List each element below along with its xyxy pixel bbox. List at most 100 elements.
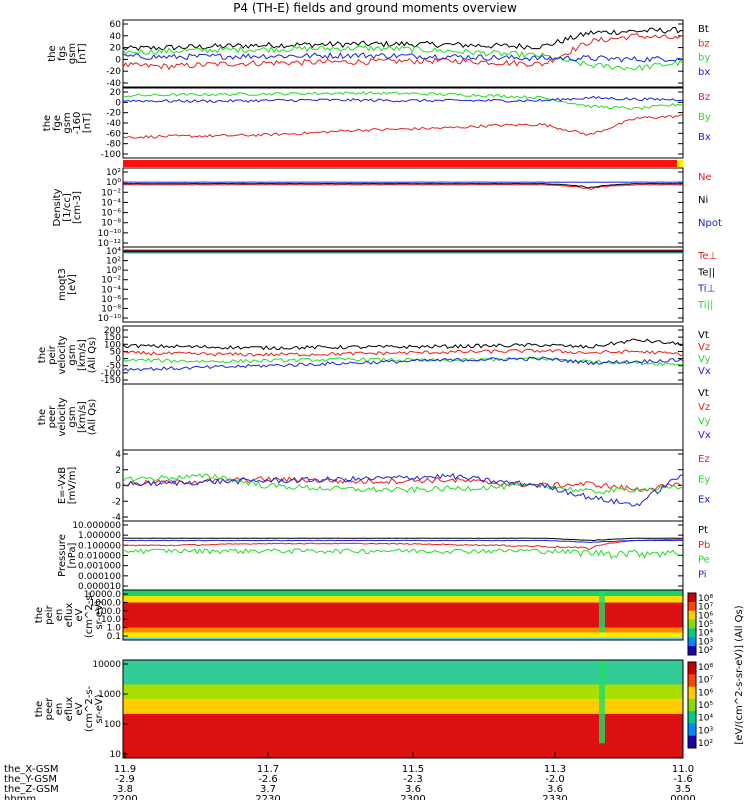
spectrogram-band [123, 632, 683, 638]
y-axis-label: moqt3 [57, 268, 68, 301]
y-tick-label: 10⁰ [106, 178, 121, 188]
legend-Vt: Vt [698, 388, 709, 399]
y-tick-label: 0 [115, 482, 121, 492]
y-axis-label: the [34, 607, 45, 623]
y-tick-label: 10⁻⁴ [101, 198, 121, 208]
y-tick-label: 20 [110, 44, 122, 54]
y-axis-label: velocity [57, 397, 68, 436]
colorbar-segment [688, 593, 696, 603]
y-axis-label: [eV] [67, 274, 78, 295]
panel-peer_en_eflux: 10000 1000 100 10 the peer en eflux eV (cm^2-s-sr… [34, 659, 684, 760]
series-Vz [122, 348, 684, 357]
y-axis-label: [mV/m] [67, 467, 78, 505]
y-tick-label: -20 [106, 109, 121, 119]
colorbar-segment [688, 711, 696, 724]
legend-Bx: Bx [698, 132, 711, 143]
colorbar-segment [688, 646, 696, 656]
y-tick-label: 10² [106, 257, 121, 267]
colorbar-tick-label: 10⁷ [698, 603, 713, 613]
y-tick-label: -80 [106, 140, 121, 150]
colorbar-segment [688, 610, 696, 621]
panel-pressure: 10.0000001.0000000.1000000.0100000.00100… [57, 520, 710, 592]
y-tick-label: 10⁻² [101, 276, 121, 286]
x-tick-label: -2.9 [115, 774, 135, 785]
panel-frame [122, 383, 684, 451]
colorbar-tick-label: 10⁴ [698, 629, 713, 639]
y-axis-label: [nT] [77, 43, 88, 63]
y-tick-label: 10.000000 [72, 521, 121, 531]
y-axis-label: -160 [72, 112, 83, 135]
y-axis-label: peer [44, 697, 55, 721]
colorbar-segment [688, 674, 696, 688]
series-Pb [122, 538, 684, 550]
y-axis-label: the [47, 45, 58, 61]
x-tick-label: -2.3 [403, 774, 423, 785]
series-By [122, 91, 684, 110]
y-tick-label: -20 [106, 67, 121, 77]
legend-Vy: Vy [698, 354, 711, 365]
y-tick-label: 150 [104, 333, 121, 343]
colorbar-segment [688, 698, 696, 712]
quality-bar [123, 160, 683, 167]
y-tick-label: 1.0 [107, 624, 122, 634]
y-tick-label: 0.000010 [78, 582, 121, 592]
y-tick-label: 10000.0 [84, 590, 121, 600]
x-axis-row-label: hhmm [4, 794, 36, 800]
y-axis-label: fgs [57, 46, 68, 61]
y-tick-label: 60 [110, 20, 122, 30]
spectrogram-band [123, 602, 683, 628]
y-axis-label: gsm [67, 43, 78, 64]
x-tick-label: 2330 [542, 794, 567, 800]
colorbar-tick-label: 10³ [698, 726, 713, 736]
y-tick-label: 1.000000 [78, 531, 121, 541]
y-tick-label: 0.001000 [78, 562, 121, 572]
y-tick-label: 10⁻² [101, 188, 121, 198]
colorbar-tick-label: 10² [698, 646, 713, 656]
panel-peer_velocity: the peer velocity gsm [km/s] (All Qs) Vt Vz Vy Vx [37, 383, 711, 451]
y-axis-label: (cm^2-s- [84, 591, 95, 638]
y-tick-label: -40 [106, 79, 121, 89]
y-tick-label: -2 [112, 497, 121, 507]
colorbar-segment [688, 723, 696, 737]
panel-peir_en_eflux: 10000.01000.0100.010.01.00.1 the peir en efl… [34, 589, 684, 642]
x-tick-label: 3.5 [675, 784, 691, 795]
x-tick-label: 2200 [112, 794, 137, 800]
panel-e_field: 4 2 0 -2 -4 E=-VxB [mV/m] Ez Ey Ex [57, 449, 710, 523]
y-tick-label: 1000.0 [90, 598, 122, 608]
series-Ni [122, 183, 684, 189]
series-Bx [122, 95, 684, 103]
x-tick-label: -2.0 [545, 774, 565, 785]
y-axis-label: [km/s] [77, 339, 88, 371]
legend-Bz: Bz [698, 92, 710, 103]
panel-frame [122, 87, 684, 159]
y-axis-label: eV [74, 702, 85, 715]
y-tick-label: 0 [115, 98, 121, 108]
legend-Vz: Vz [698, 402, 710, 413]
legend-Pe: Pe [698, 555, 710, 566]
y-axis-label: sr-eV) [94, 694, 105, 723]
y-tick-label: 2 [115, 466, 121, 476]
x-tick-label: 11.0 [672, 764, 694, 775]
legend-Ti⊥: Ti⊥ [697, 284, 715, 295]
y-tick-label: 10⁻⁸ [101, 219, 121, 229]
legend-Vx: Vx [698, 366, 711, 377]
colorbar-segment [688, 735, 696, 749]
y-tick-label: 100 [104, 340, 121, 350]
y-tick-label: 10⁻⁶ [101, 295, 121, 305]
legend-by: by [698, 53, 710, 64]
colorbar-label: [eV/(cm^2-s-sr-eV)] (All Qs) [734, 605, 745, 744]
y-tick-label: 10.0 [101, 615, 121, 625]
colorbar-tick-label: 10⁶ [698, 688, 713, 698]
y-axis-label: peir [44, 604, 55, 624]
x-tick-label: 11.7 [257, 764, 279, 775]
legend-Ey: Ey [698, 474, 710, 485]
y-axis-label: [km/s] [77, 401, 88, 433]
y-axis-label: the [42, 115, 53, 131]
y-tick-label: 10⁻¹⁰ [98, 314, 122, 324]
y-axis-label: velocity [57, 335, 68, 374]
y-axis-label: (All Qs) [87, 337, 98, 374]
